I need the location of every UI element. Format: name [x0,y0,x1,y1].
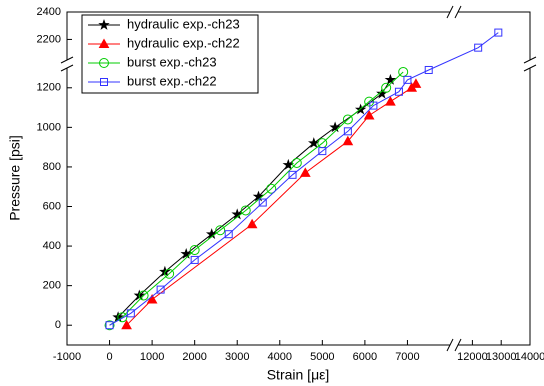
x-tick-label: 6000 [353,351,377,363]
y-tick-label: 200 [43,280,61,292]
marker [342,114,353,125]
y-tick-label: 1200 [37,82,61,94]
marker [215,225,226,236]
marker [394,87,403,96]
marker [98,19,110,30]
axis-break-mark [446,5,454,19]
marker [100,78,108,86]
marker [494,28,503,37]
marker [99,58,109,68]
x-tick-label: 1000 [140,351,164,363]
marker [231,208,243,220]
axis-break-mark [523,56,537,64]
y-tick-label: 800 [43,161,61,173]
axis-break-mark [60,56,74,64]
x-tick-label: 0 [106,351,112,363]
marker [126,309,135,318]
marker [288,170,297,179]
series-line [109,32,499,326]
legend-label: burst exp.-ch23 [127,54,217,69]
y-tick-label: 600 [43,200,61,212]
marker [98,38,110,48]
axis-break-gap [64,60,70,68]
plot-frame [66,11,531,346]
marker [403,75,412,84]
x-tick-label: 12000 [457,351,488,363]
x-tick-label: 2000 [182,351,206,363]
marker [246,218,258,229]
axis-break-mark [454,338,462,352]
marker [266,183,277,194]
axis-break-mark [454,5,462,19]
x-tick-label: 7000 [395,351,419,363]
marker [252,190,265,202]
marker [299,167,311,177]
marker [282,158,295,170]
y-tick-label: 400 [43,240,61,252]
marker [398,66,409,77]
legend: hydraulic exp.-ch23 hydraulic exp.-ch22 bu… [81,14,259,94]
marker [318,147,327,156]
series-line [126,83,417,326]
marker [363,109,375,120]
axis-break-mark [60,64,74,72]
marker [410,78,422,88]
x-tick-label: 4000 [268,351,292,363]
x-axis-label: Strain [με] [267,367,330,383]
marker [308,137,320,149]
marker [343,127,352,136]
marker [190,255,199,264]
axis-break-gap [450,9,458,15]
marker [329,121,341,133]
axis-break-mark [446,338,454,352]
marker [424,65,433,74]
y-tick-label: 2400 [37,6,61,18]
y-tick-label: 0 [55,319,61,331]
marker [291,157,302,168]
y-axis-label: Pressure [psi] [7,135,23,221]
x-tick-label: 5000 [310,351,334,363]
marker [224,230,233,239]
axis-break-mark [523,64,537,72]
marker [138,290,149,301]
marker [164,268,175,279]
marker [146,293,158,304]
y-tick-label: 1000 [37,121,61,133]
legend-label: hydraulic exp.-ch22 [127,35,240,50]
marker [342,135,354,146]
marker [240,205,251,216]
x-tick-label: -1000 [53,351,81,363]
legend-label: burst exp.-ch22 [127,73,217,88]
x-tick-label: 14000 [515,351,544,363]
legend-label: hydraulic exp.-ch23 [127,16,240,31]
marker [189,245,200,256]
marker [205,228,218,240]
x-tick-label: 3000 [225,351,249,363]
marker [121,319,132,330]
marker [105,321,114,330]
marker [384,73,397,85]
axis-break-gap [527,60,533,68]
marker [156,285,165,294]
marker [180,247,192,259]
marker [381,82,392,93]
x-tick-label: 13000 [486,351,517,363]
legend-box [81,14,259,94]
marker [104,320,115,331]
marker [385,96,396,106]
marker [369,101,378,110]
y-tick-label: 2200 [37,33,61,45]
axis-break-gap [450,342,458,348]
marker [258,198,267,207]
marker [474,43,483,52]
marker [117,312,128,323]
